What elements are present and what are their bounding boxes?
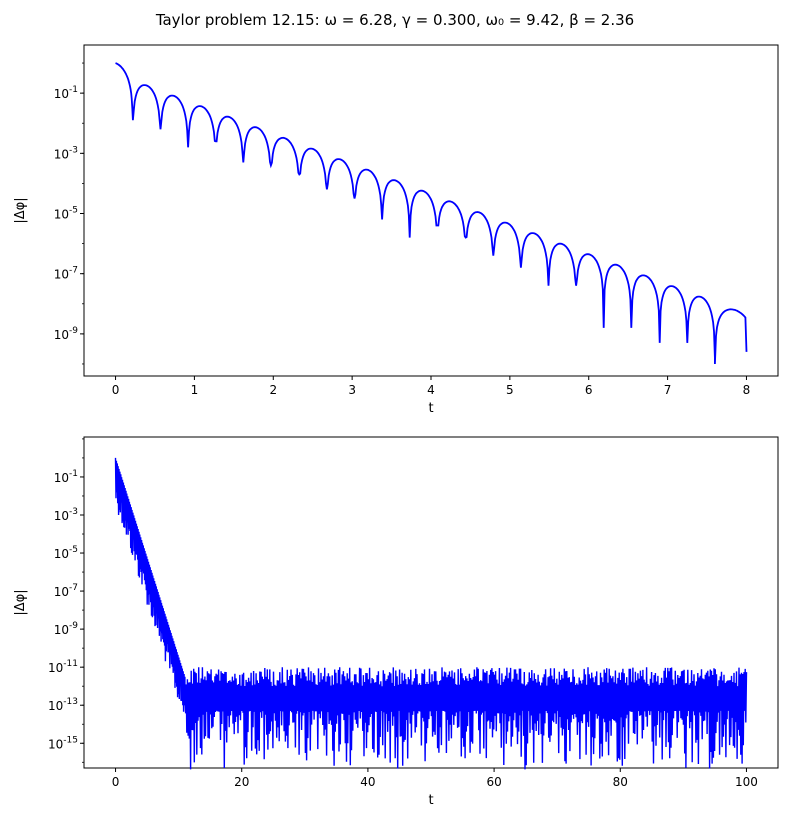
y-tick-base: 10 [54, 471, 69, 485]
y-tick-exponent: -13 [63, 697, 78, 707]
y-tick-base: 10 [48, 661, 63, 675]
y-tick-base: 10 [54, 509, 69, 523]
top-x-axis-label: t [428, 401, 433, 416]
figure-title: Taylor problem 12.15: ω = 6.28, γ = 0.30… [155, 11, 634, 29]
x-tick-label: 0 [112, 383, 120, 397]
top-axes-frame [83, 44, 779, 377]
top-series-line [115, 62, 748, 365]
y-tick-base: 10 [54, 208, 69, 222]
y-tick-label: 10-7 [54, 583, 78, 599]
x-tick-label: 80 [613, 775, 628, 789]
top-y-axis-label: |Δφ| [13, 197, 28, 223]
y-tick-label: 10-5 [54, 206, 78, 222]
y-tick-label: 10-1 [54, 469, 78, 485]
y-tick-label: 10-15 [48, 735, 78, 751]
bottom-x-axis-label: t [428, 793, 433, 808]
y-tick-base: 10 [54, 147, 69, 161]
y-tick-label: 10-13 [48, 697, 78, 713]
x-tick-label: 40 [360, 775, 375, 789]
y-tick-base: 10 [54, 547, 69, 561]
y-tick-base: 10 [54, 87, 69, 101]
y-tick-base: 10 [48, 737, 63, 751]
y-tick-exponent: -1 [69, 469, 78, 479]
y-tick-exponent: -3 [69, 145, 78, 155]
y-tick-base: 10 [54, 268, 69, 282]
bottom-y-axis-label: |Δφ| [13, 589, 28, 615]
x-tick-label: 8 [743, 383, 751, 397]
y-tick-base: 10 [54, 623, 69, 637]
x-tick-label: 20 [234, 775, 249, 789]
y-tick-exponent: -11 [63, 659, 78, 669]
y-tick-exponent: -7 [69, 266, 78, 276]
bottom-series-line [114, 457, 748, 770]
top-x-ticks: 0 1 2 3 4 5 6 7 8 [112, 376, 751, 397]
x-tick-label: 0 [112, 775, 120, 789]
y-tick-exponent: -9 [69, 621, 78, 631]
x-tick-label: 4 [427, 383, 435, 397]
x-tick-label: 7 [664, 383, 672, 397]
x-tick-label: 1 [191, 383, 199, 397]
y-tick-label: 10-9 [54, 326, 79, 342]
y-tick-label: 10-3 [54, 145, 78, 161]
y-tick-label: 10-1 [54, 85, 78, 101]
y-tick-label: 10-9 [54, 621, 79, 637]
y-tick-exponent: -3 [69, 507, 78, 517]
y-tick-label: 10-5 [54, 545, 78, 561]
y-tick-label: 10-11 [48, 659, 78, 675]
x-tick-label: 5 [506, 383, 514, 397]
y-tick-base: 10 [54, 328, 69, 342]
top-y-ticks: 10-110-310-510-710-9 [54, 62, 84, 365]
x-tick-label: 3 [348, 383, 356, 397]
x-tick-label: 60 [486, 775, 501, 789]
y-tick-base: 10 [54, 585, 69, 599]
x-tick-label: 6 [585, 383, 593, 397]
y-tick-exponent: -9 [69, 326, 78, 336]
y-tick-base: 10 [48, 699, 63, 713]
bottom-panel: 0 20 40 60 80 100 10-110-310-510-710-910-1110… [13, 436, 779, 808]
bottom-axes-frame [83, 436, 779, 769]
y-tick-label: 10-3 [54, 507, 78, 523]
y-tick-exponent: -7 [69, 583, 78, 593]
x-tick-label: 100 [735, 775, 758, 789]
y-tick-exponent: -1 [69, 85, 78, 95]
y-tick-label: 10-7 [54, 266, 78, 282]
y-tick-exponent: -5 [69, 545, 78, 555]
y-tick-exponent: -15 [63, 735, 78, 745]
y-tick-exponent: -5 [69, 206, 78, 216]
bottom-x-ticks: 0 20 40 60 80 100 [112, 768, 758, 789]
x-tick-label: 2 [269, 383, 277, 397]
